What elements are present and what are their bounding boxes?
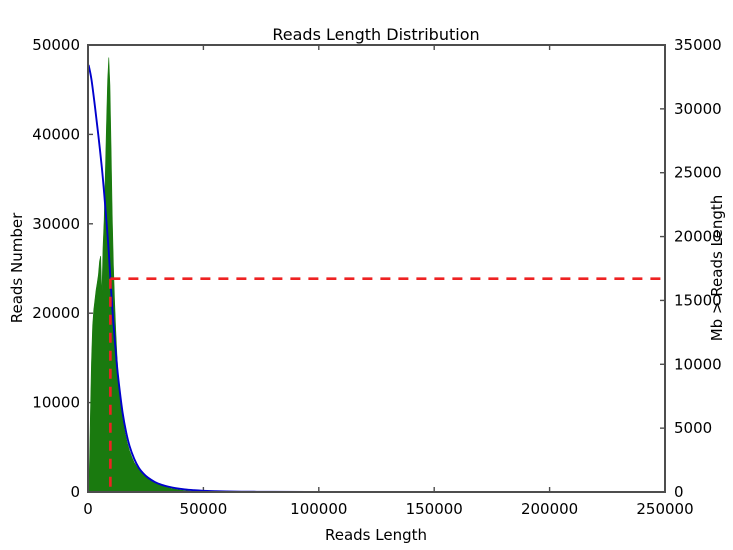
y-axis-left-tick-labels: 0 10000 20000 30000 40000 50000 — [32, 36, 80, 501]
x-axis-title: Reads Length — [325, 526, 427, 544]
x-tick-label: 150000 — [406, 500, 463, 518]
x-axis-tick-labels: 0 50000 100000 150000 200000 250000 — [83, 500, 693, 518]
y-axis-right-title: Mb > Reads Length — [708, 195, 726, 342]
y-tick-label: 50000 — [32, 36, 80, 54]
y-axis-left-title: Reads Number — [8, 212, 26, 323]
y2-tick-label: 30000 — [674, 100, 722, 118]
x-tick-label: 0 — [83, 500, 93, 518]
y2-tick-label: 25000 — [674, 164, 722, 182]
y2-tick-label: 35000 — [674, 36, 722, 54]
y2-tick-label: 20000 — [674, 228, 722, 246]
x-tick-label: 200000 — [521, 500, 578, 518]
x-tick-label: 50000 — [180, 500, 228, 518]
chart-title: Reads Length Distribution — [272, 25, 479, 44]
y2-tick-label: 5000 — [674, 419, 712, 437]
y2-tick-label: 15000 — [674, 291, 722, 309]
x-tick-label: 250000 — [636, 500, 693, 518]
y-axis-right-tick-labels: 0 5000 10000 15000 20000 25000 30000 35000 — [674, 36, 722, 501]
y2-tick-label: 0 — [674, 483, 684, 501]
x-tick-label: 100000 — [290, 500, 347, 518]
y-tick-label: 30000 — [32, 215, 80, 233]
plot-area-background — [88, 45, 665, 492]
y-tick-label: 20000 — [32, 304, 80, 322]
y2-tick-label: 10000 — [674, 355, 722, 373]
y-tick-label: 10000 — [32, 394, 80, 412]
y-tick-label: 0 — [70, 483, 80, 501]
y-tick-label: 40000 — [32, 125, 80, 143]
plot-spines — [87, 44, 666, 493]
